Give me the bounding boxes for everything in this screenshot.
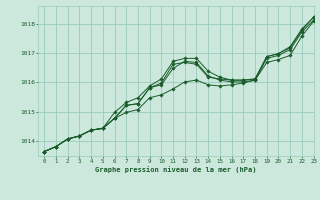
X-axis label: Graphe pression niveau de la mer (hPa): Graphe pression niveau de la mer (hPa) — [95, 167, 257, 173]
